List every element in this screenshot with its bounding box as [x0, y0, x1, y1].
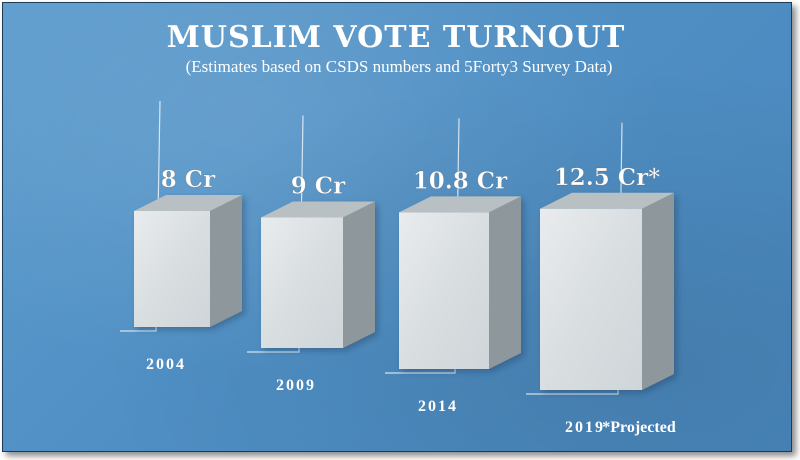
bar-2004: [134, 195, 242, 327]
bar-front-face: [540, 208, 642, 390]
x-tick-label: 2014: [418, 398, 458, 415]
x-tick-label: 2019: [565, 419, 605, 436]
bar-guide-line: [247, 115, 304, 353]
bar-top-face: [134, 195, 242, 211]
data-label: 10.8 Cr: [413, 167, 508, 194]
data-label: 12.5 Cr*: [554, 164, 660, 191]
bar-side-face: [489, 196, 521, 369]
bar-top-face: [540, 192, 674, 209]
bar-guide-line: [120, 100, 161, 332]
bar-top-face: [261, 201, 375, 218]
bar-chart: MUSLIM VOTE TURNOUT (Estimates based on …: [120, 20, 676, 436]
chart-marks: 8 Cr 2004 9 Cr 2009 10.8 Cr 2014 12.5 Cr* 2019*…: [120, 100, 676, 436]
bar-front-face: [134, 211, 210, 327]
bar-side-face: [210, 195, 242, 327]
x-tick-label: 2009: [276, 377, 316, 394]
bar-front-face: [399, 212, 489, 369]
bar-2009: [261, 201, 375, 348]
data-label: 8 Cr: [161, 166, 216, 193]
data-label: 9 Cr: [291, 173, 346, 200]
x-tick-label: 2004: [146, 356, 186, 373]
bar-2019: [540, 192, 674, 390]
chart-title: MUSLIM VOTE TURNOUT: [167, 20, 626, 55]
chart-subtitle: (Estimates based on CSDS numbers and 5Fo…: [186, 57, 613, 76]
bar-side-face: [642, 192, 674, 390]
bar-front-face: [261, 217, 343, 348]
bar-side-face: [343, 201, 375, 348]
footnote-label: *Projected: [602, 419, 676, 436]
bar-top-face: [399, 196, 521, 213]
bar-2014: [399, 196, 521, 369]
chart-frame: MUSLIM VOTE TURNOUT (Estimates based on …: [2, 2, 792, 452]
